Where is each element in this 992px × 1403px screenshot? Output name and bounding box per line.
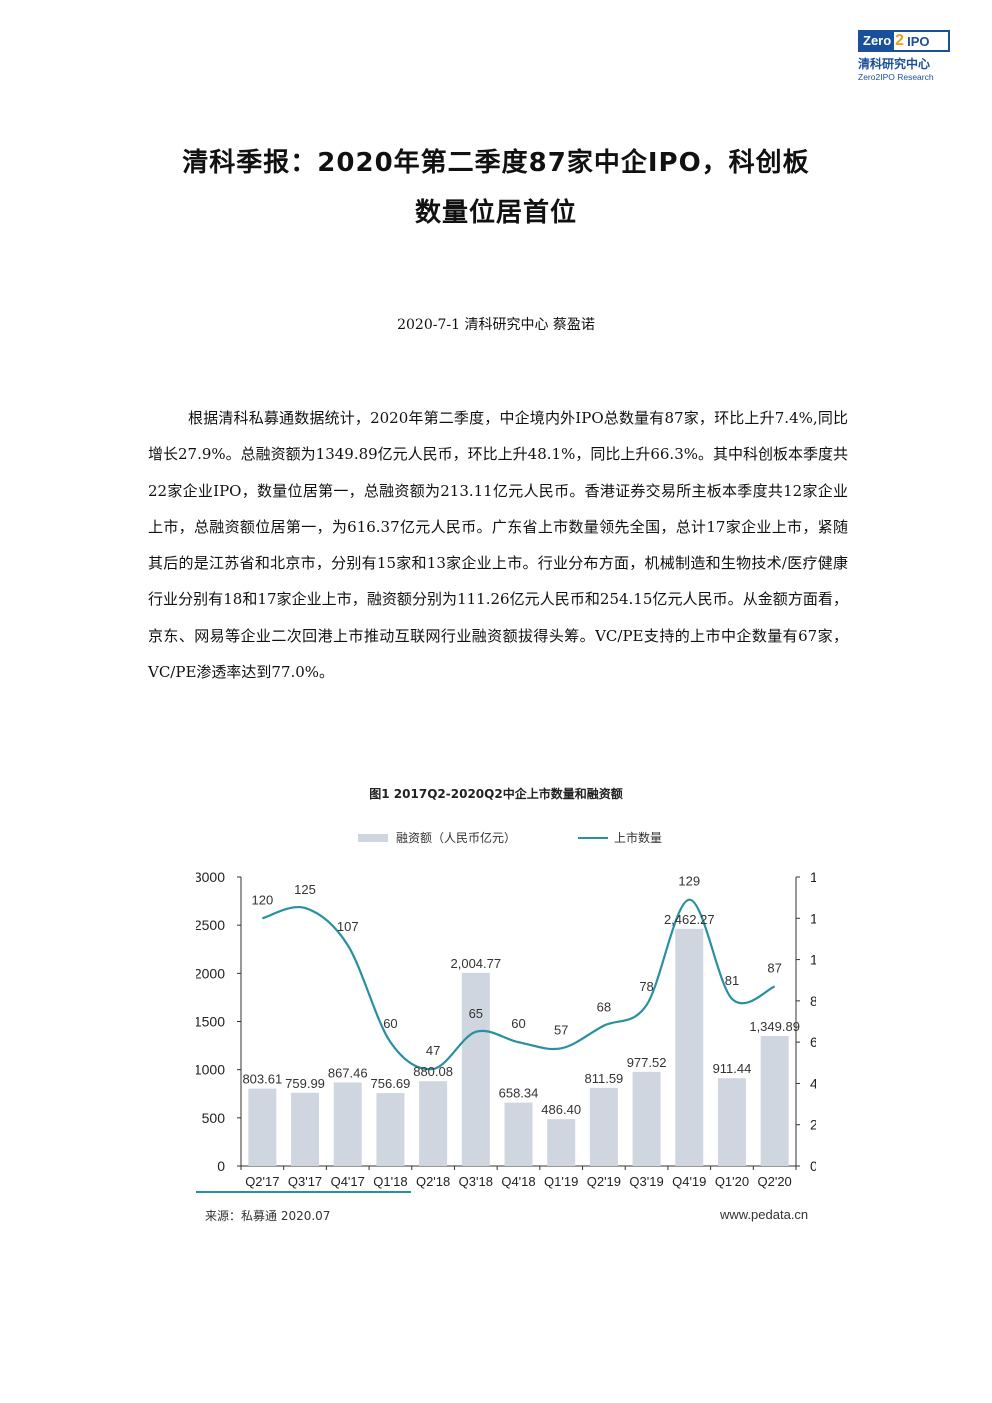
line-value-label: 129 xyxy=(678,874,700,889)
line-value-label: 120 xyxy=(251,892,273,907)
bar-value-label: 880.08 xyxy=(413,1064,453,1079)
x-axis-tick-label: Q3'19 xyxy=(629,1174,663,1189)
x-axis-tick-label: Q2'20 xyxy=(758,1174,792,1189)
left-axis-tick-label: 3000 xyxy=(196,869,225,885)
logo-en-text: Zero2IPO Research xyxy=(858,72,934,82)
zero2ipo-logo: Zero 2 IPO 清科研究中心 Zero2IPO Research xyxy=(858,30,950,82)
bar-value-label: 658.34 xyxy=(499,1086,539,1101)
bar-value-label: 759.99 xyxy=(285,1076,325,1091)
byline: 2020-7-1 清科研究中心 蔡盈诺 xyxy=(397,317,595,333)
logo-badge: Zero 2 IPO xyxy=(858,30,950,52)
bar xyxy=(419,1081,448,1166)
right-axis-tick-label: 100 xyxy=(810,952,816,968)
x-axis-tick-label: Q1'18 xyxy=(373,1174,407,1189)
bar-value-label: 803.61 xyxy=(242,1072,282,1087)
bar-value-label: 2,462.27 xyxy=(664,912,715,927)
bar xyxy=(461,972,490,1166)
body-paragraph: 根据清科私募通数据统计，2020年第二季度，中企境内外IPO总数量有87家，环比… xyxy=(148,409,848,682)
line-value-label: 78 xyxy=(639,979,653,994)
bar xyxy=(376,1093,405,1166)
title-line-2: 数量位居首位 xyxy=(414,198,577,228)
x-axis-tick-label: Q1'19 xyxy=(544,1174,578,1189)
bar xyxy=(504,1102,533,1166)
bar-value-label: 1,349.89 xyxy=(749,1019,800,1034)
x-axis-tick-label: Q3'18 xyxy=(459,1174,493,1189)
legend-bar-swatch xyxy=(358,833,388,842)
source-note: 来源：私募通 2020.07 xyxy=(205,1209,331,1223)
legend-line-swatch xyxy=(578,836,609,839)
x-axis-tick-label: Q1'20 xyxy=(715,1174,749,1189)
right-axis-tick-label: 120 xyxy=(810,910,816,926)
x-axis-tick-label: Q4'17 xyxy=(331,1174,365,1189)
legend-line-label: 上市数量 xyxy=(614,831,663,845)
chart-title: 图1 2017Q2-2020Q2中企上市数量和融资额 xyxy=(369,787,623,801)
x-axis-tick-label: Q4'18 xyxy=(501,1174,535,1189)
left-axis-tick-label: 2000 xyxy=(196,965,225,981)
x-axis-tick-label: Q2'17 xyxy=(245,1174,279,1189)
title-line-1: 清科季报：2020年第二季度87家中企IPO，科创板 xyxy=(182,148,810,178)
bar xyxy=(333,1082,362,1166)
bar xyxy=(291,1092,320,1166)
series-line-count xyxy=(262,898,776,1071)
right-axis-tick-label: 0 xyxy=(810,1158,816,1174)
bar-value-label: 756.69 xyxy=(371,1076,411,1091)
bar-value-label: 867.46 xyxy=(328,1065,368,1080)
bar xyxy=(717,1078,746,1166)
bar xyxy=(547,1119,576,1166)
line-value-label: 125 xyxy=(294,882,316,897)
x-axis-tick-label: Q2'19 xyxy=(587,1174,621,1189)
chart-legend: 融资额（人民币亿元） 上市数量 xyxy=(358,829,662,846)
logo-zero-text: Zero xyxy=(860,32,895,50)
right-axis-tick-label: 20 xyxy=(810,1117,816,1133)
logo-two-text: 2 xyxy=(895,32,905,49)
line-value-label: 60 xyxy=(383,1016,397,1031)
line-value-label: 57 xyxy=(554,1022,568,1037)
bar xyxy=(248,1088,277,1166)
line-value-label: 60 xyxy=(511,1016,525,1031)
combo-chart: 0 500 1000 1500 2000 2500 3000 0 20 40 60 80 100 120 1… xyxy=(196,869,816,1193)
logo-cn-text: 清科研究中心 xyxy=(858,57,931,71)
logo-ipo-text: IPO xyxy=(907,33,930,49)
line-value-label: 68 xyxy=(597,1000,611,1015)
bar-value-label: 811.59 xyxy=(584,1071,623,1086)
bar-value-label: 977.52 xyxy=(627,1055,667,1070)
bar-value-label: 911.44 xyxy=(713,1061,752,1076)
right-axis-tick-label: 60 xyxy=(810,1034,816,1050)
left-axis-tick-label: 1500 xyxy=(196,1014,225,1030)
line-value-label: 87 xyxy=(767,960,781,975)
bar-value-label: 486.40 xyxy=(541,1102,581,1117)
bar xyxy=(675,928,704,1166)
line-value-label: 47 xyxy=(426,1043,440,1058)
bar xyxy=(589,1087,618,1166)
page-title: 清科季报：2020年第二季度87家中企IPO，科创板 数量位居首位 xyxy=(110,138,882,238)
bar xyxy=(632,1071,661,1166)
bar-value-label: 2,004.77 xyxy=(451,956,502,971)
left-axis-tick-label: 0 xyxy=(217,1158,225,1174)
line-value-label: 107 xyxy=(337,919,359,934)
x-axis-tick-label: Q4'19 xyxy=(672,1174,706,1189)
left-axis-tick-label: 1000 xyxy=(196,1062,225,1078)
left-axis-tick-label: 2500 xyxy=(196,917,225,933)
line-value-label: 81 xyxy=(725,973,739,988)
right-axis-tick-label: 40 xyxy=(810,1075,816,1091)
legend-bar-label: 融资额（人民币亿元） xyxy=(396,831,517,845)
left-axis-tick-label: 500 xyxy=(202,1110,226,1126)
right-axis-tick-label: 140 xyxy=(810,869,816,885)
source-url: www.pedata.cn xyxy=(720,1207,809,1222)
x-axis-tick-label: Q3'17 xyxy=(288,1174,322,1189)
line-value-label: 65 xyxy=(469,1006,483,1021)
right-axis-tick-label: 80 xyxy=(810,993,816,1009)
bar xyxy=(760,1035,789,1166)
x-axis-tick-label: Q2'18 xyxy=(416,1174,450,1189)
